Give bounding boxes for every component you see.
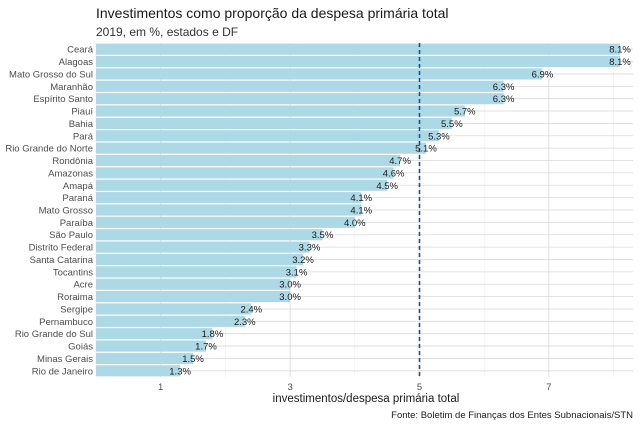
category-label: Rio Grande do Norte <box>5 144 93 155</box>
category-label: Amapá <box>63 181 94 192</box>
bar-value-label: 5.5% <box>441 119 463 130</box>
x-tick-label: 5 <box>417 382 422 393</box>
category-label: Distrito Federal <box>29 243 93 254</box>
category-label: Espírito Santo <box>33 94 93 105</box>
category-label: São Paulo <box>49 230 93 241</box>
bar-value-label: 3.0% <box>279 292 301 303</box>
bar <box>96 303 252 315</box>
bars <box>96 43 621 377</box>
bar <box>96 80 504 92</box>
bar-value-label: 4.5% <box>376 181 398 192</box>
category-label: Mato Grosso do Sul <box>9 69 93 80</box>
bar <box>96 55 621 68</box>
category-label: Maranhão <box>50 82 93 93</box>
bar-value-label: 1.7% <box>195 342 217 353</box>
bar-value-label: 3.3% <box>299 243 321 254</box>
category-label: Paraíba <box>60 218 94 229</box>
bar-value-label: 4.0% <box>344 218 366 229</box>
category-label: Tocantins <box>53 267 93 278</box>
bar <box>96 117 452 129</box>
bar <box>96 192 362 204</box>
category-label: Pará <box>73 131 94 142</box>
bar-value-label: 4.7% <box>389 156 411 167</box>
bar-value-label: 6.3% <box>493 82 515 93</box>
bar <box>96 68 543 80</box>
category-label: Rondônia <box>52 156 93 167</box>
bar <box>96 43 621 55</box>
category-label: Ceará <box>67 45 94 56</box>
category-label: Roraima <box>57 292 94 303</box>
bar <box>96 291 291 303</box>
bar <box>96 266 297 278</box>
chart-caption: Fonte: Boletim de Finanças dos Entes Sub… <box>391 410 633 421</box>
bar-value-label: 6.3% <box>493 94 515 105</box>
bar <box>96 352 194 365</box>
bar <box>96 105 465 117</box>
x-axis-ticks: 1 3 5 7 <box>158 382 551 393</box>
bar-value-labels: 8.1%8.1% 6.9% 6.3%6.3% 5.7%5.5%5.3% 5.1% 4.7%… <box>169 45 631 378</box>
bar-value-label: 3.2% <box>292 255 314 266</box>
bar-value-label: 8.1% <box>609 45 631 56</box>
bar <box>96 328 213 340</box>
bar-value-label: 5.1% <box>415 144 437 155</box>
category-label: Rio de Janeiro <box>32 366 93 377</box>
bar <box>96 130 439 142</box>
bar-value-label: 5.3% <box>428 131 450 142</box>
chart-subtitle: 2019, em %, estados e DF <box>96 25 238 39</box>
bar <box>96 340 206 352</box>
bar-value-label: 8.1% <box>609 57 631 68</box>
bar <box>96 216 355 228</box>
bar <box>96 142 426 154</box>
bar <box>96 154 401 167</box>
category-label: Piauí <box>71 107 93 118</box>
bar-value-label: 5.7% <box>454 107 476 118</box>
category-label: Alagoas <box>59 57 94 68</box>
bar-value-label: 1.3% <box>169 366 191 377</box>
bar <box>96 241 310 253</box>
category-label: Santa Catarina <box>30 255 94 266</box>
bar-value-label: 4.6% <box>383 168 405 179</box>
bar-value-label: 2.3% <box>234 317 256 328</box>
bar-value-label: 4.1% <box>350 206 372 217</box>
category-label: Bahia <box>69 119 94 130</box>
bar <box>96 278 291 290</box>
category-label: Minas Gerais <box>37 354 93 365</box>
bar <box>96 365 181 377</box>
bar <box>96 179 388 191</box>
x-tick-label: 3 <box>287 382 292 393</box>
category-label: Pernambuco <box>39 317 93 328</box>
x-axis-title: investimentos/despesa primária total <box>273 393 460 405</box>
bar-value-label: 3.1% <box>286 267 308 278</box>
category-label: Rio Grande do Sul <box>15 329 93 340</box>
x-tick-label: 7 <box>546 382 551 393</box>
bar-value-label: 3.5% <box>312 230 334 241</box>
bar <box>96 204 362 216</box>
category-label: Acre <box>73 280 93 291</box>
bar-value-label: 4.1% <box>350 193 372 204</box>
category-label: Sergipe <box>60 304 93 315</box>
bar <box>96 253 304 266</box>
category-label: Goiás <box>68 342 93 353</box>
category-label: Paraná <box>62 193 93 204</box>
bar-value-label: 3.0% <box>279 280 301 291</box>
chart-title: Investimentos como proporção da despesa … <box>96 5 449 21</box>
bar-value-label: 2.4% <box>240 304 262 315</box>
x-tick-label: 1 <box>158 382 163 393</box>
bar-value-label: 1.5% <box>182 354 204 365</box>
category-label: Amazonas <box>48 168 93 179</box>
bar-value-label: 6.9% <box>532 69 554 80</box>
bar <box>96 167 394 179</box>
bar <box>96 315 245 327</box>
category-label: Mato Grosso <box>39 206 93 217</box>
bar <box>96 229 323 241</box>
bar <box>96 93 504 105</box>
bar-value-label: 1.8% <box>202 329 224 340</box>
